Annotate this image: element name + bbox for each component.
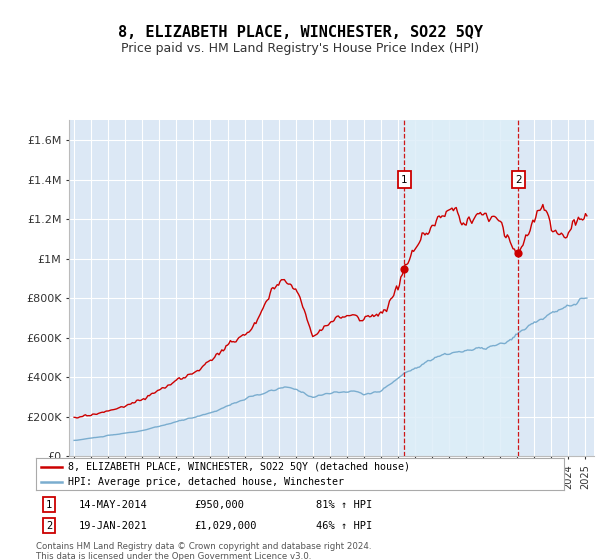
Text: 81% ↑ HPI: 81% ↑ HPI [316, 500, 372, 510]
Text: 1: 1 [401, 175, 407, 185]
Text: 14-MAY-2014: 14-MAY-2014 [78, 500, 147, 510]
Text: Contains HM Land Registry data © Crown copyright and database right 2024.
This d: Contains HM Land Registry data © Crown c… [36, 542, 371, 560]
Text: 1: 1 [46, 500, 52, 510]
Text: 46% ↑ HPI: 46% ↑ HPI [316, 521, 372, 530]
Text: £1,029,000: £1,029,000 [194, 521, 257, 530]
Text: 8, ELIZABETH PLACE, WINCHESTER, SO22 5QY: 8, ELIZABETH PLACE, WINCHESTER, SO22 5QY [118, 25, 482, 40]
Point [514, 249, 523, 258]
Point [400, 264, 409, 273]
Text: HPI: Average price, detached house, Winchester: HPI: Average price, detached house, Winc… [68, 477, 344, 487]
Bar [404, 120, 518, 456]
Text: 19-JAN-2021: 19-JAN-2021 [78, 521, 147, 530]
Text: 8, ELIZABETH PLACE, WINCHESTER, SO22 5QY (detached house): 8, ELIZABETH PLACE, WINCHESTER, SO22 5QY… [68, 461, 410, 472]
Text: Price paid vs. HM Land Registry's House Price Index (HPI): Price paid vs. HM Land Registry's House … [121, 42, 479, 55]
Text: 2: 2 [46, 521, 52, 530]
Text: 2: 2 [515, 175, 521, 185]
Text: £950,000: £950,000 [194, 500, 244, 510]
